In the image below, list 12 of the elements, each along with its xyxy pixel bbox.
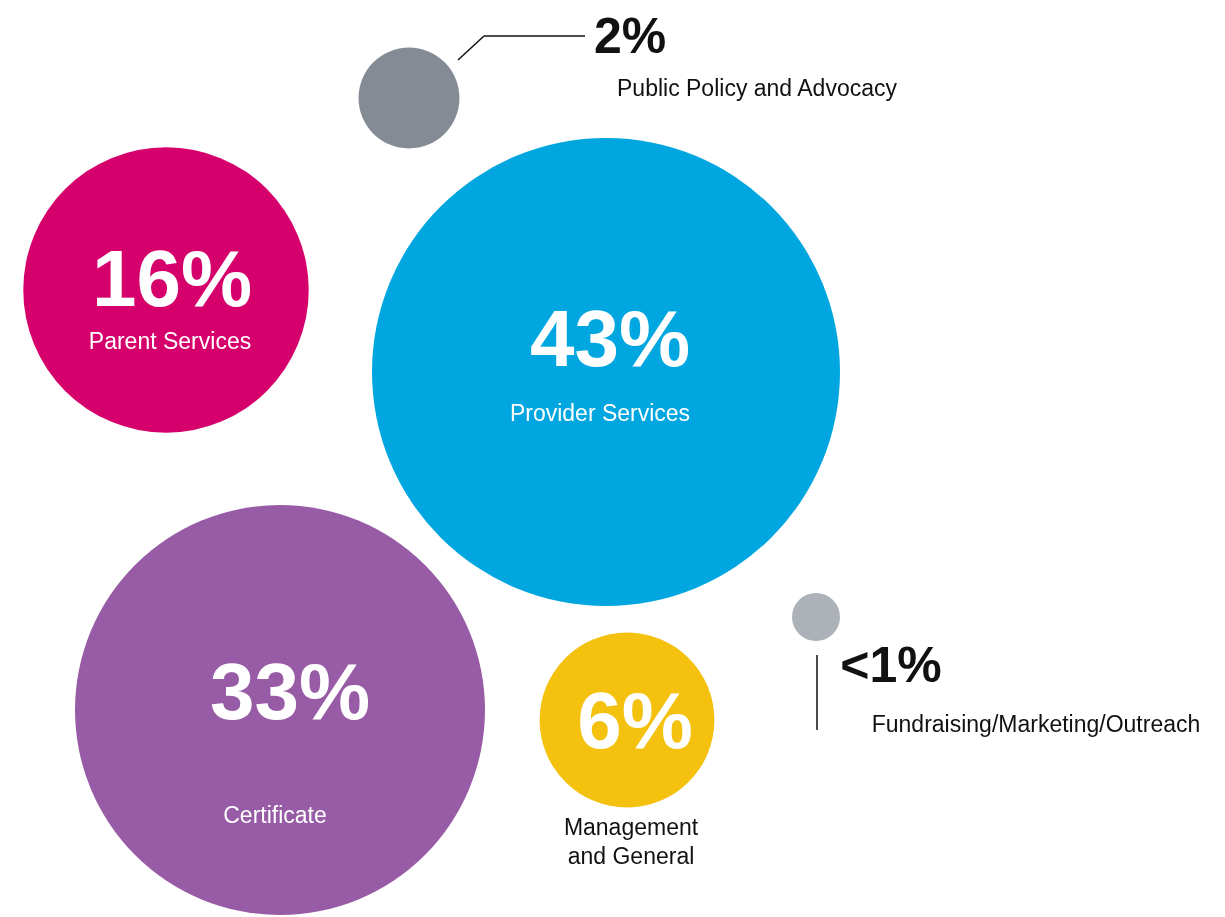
category-label: Public Policy and Advocacy bbox=[617, 75, 898, 101]
data-label: 16% bbox=[91, 234, 253, 323]
data-label: 33% bbox=[209, 647, 371, 736]
category-label: Management and General bbox=[563, 814, 699, 869]
category-label: Certificate bbox=[223, 802, 327, 828]
category-label: Parent Services bbox=[88, 328, 252, 354]
data-label: 6% bbox=[577, 676, 693, 765]
data-label: 2% bbox=[593, 8, 667, 64]
data-label: <1% bbox=[840, 637, 942, 693]
data-label: 43% bbox=[529, 294, 691, 383]
category-label: Provider Services bbox=[509, 400, 691, 426]
category-label: Fundraising/Marketing/Outreach bbox=[871, 711, 1201, 737]
